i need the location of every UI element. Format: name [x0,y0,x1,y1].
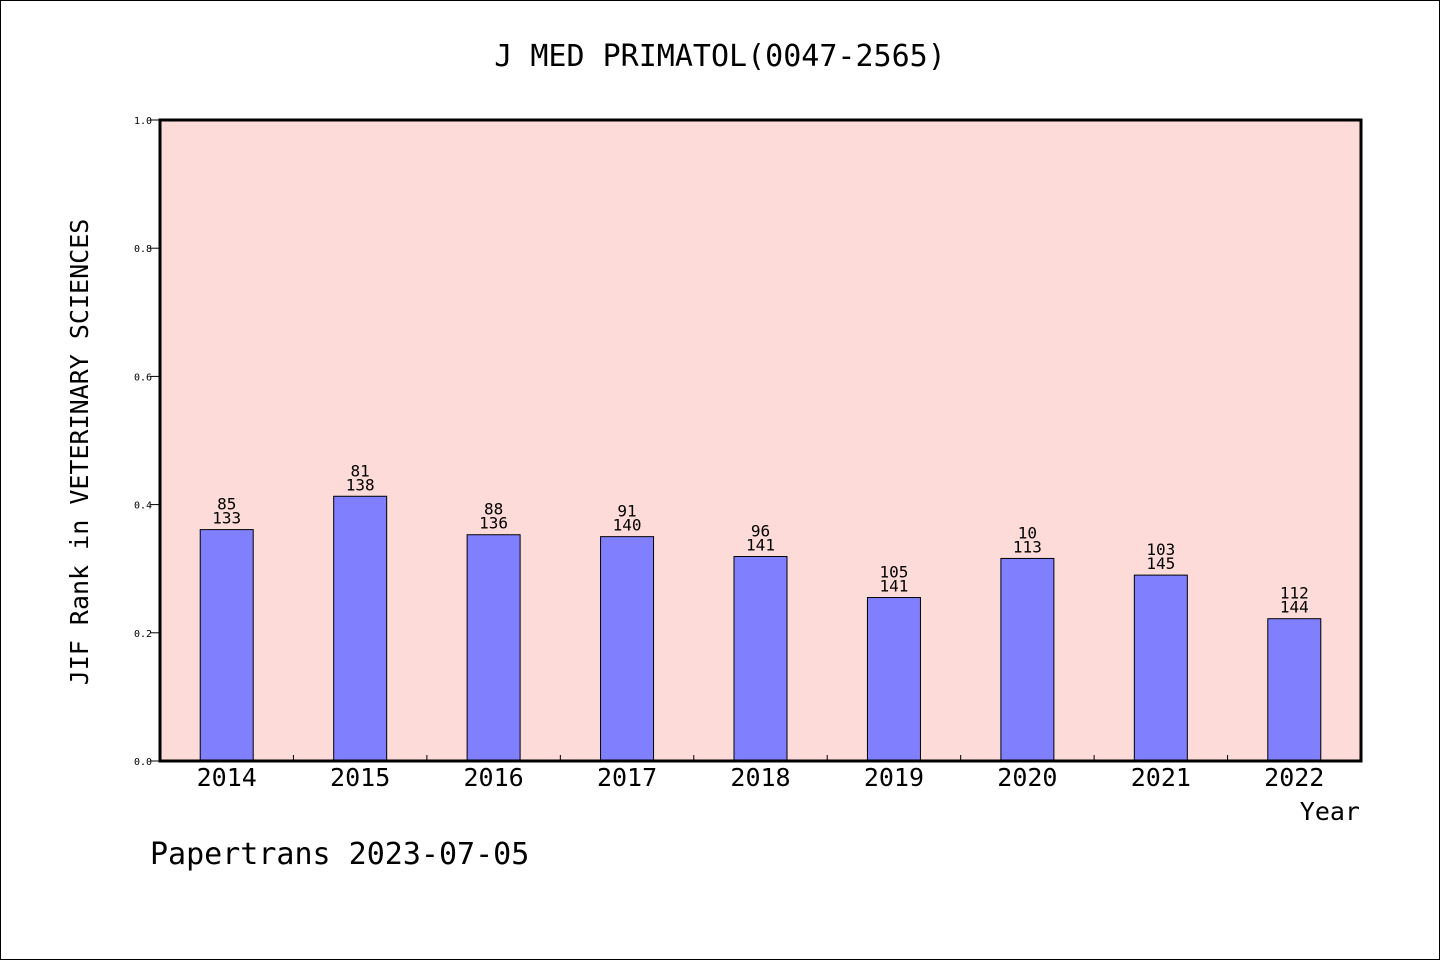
x-tick-label: 2018 [730,763,790,792]
bar-2021 [1133,574,1188,762]
rank-label: 105 [879,563,908,582]
total-label: 113 [1013,537,1042,556]
bar-2019 [866,597,921,762]
total-label: 144 [1280,598,1309,617]
y-tick-label: 0.8 [134,244,152,255]
x-axis-label: Year [1300,797,1360,826]
rank-label: 91 [617,502,636,521]
x-tick-label: 2015 [330,763,390,792]
y-tick-label: 1.0 [134,116,152,127]
y-tick-label: 0.6 [134,372,152,383]
x-tick-label: 2019 [864,763,924,792]
x-tick-label: 2016 [464,763,524,792]
bar-2017 [600,536,655,762]
bar-2022 [1267,618,1322,762]
bars [199,495,1322,762]
x-tick-label: 2021 [1131,763,1191,792]
total-label: 140 [613,516,642,535]
x-tick-label: 2014 [197,763,257,792]
bar-2015 [333,495,388,762]
y-tick-label: 0.0 [134,757,152,768]
y-tick-label: 0.4 [134,501,152,512]
bar-2018 [733,556,788,762]
rank-label: 103 [1146,540,1175,559]
x-tick-label: 2020 [997,763,1057,792]
y-tick-label: 0.2 [134,629,152,640]
y-axis-label: JIF Rank in VETERINARY SCIENCES [65,219,94,686]
rank-label: 88 [484,500,503,519]
total-label: 138 [346,475,375,494]
chart-title: J MED PRIMATOL(0047-2565) [494,39,946,74]
total-label: 141 [879,577,908,596]
footer-credit: Papertrans 2023-07-05 [150,837,529,872]
x-tick-label: 2017 [597,763,657,792]
bar-2014 [199,529,254,762]
rank-label: 85 [217,495,236,514]
rank-label: 10 [1018,523,1037,542]
bar-2016 [466,534,521,762]
bar-2020 [1000,557,1055,762]
total-label: 136 [479,514,508,533]
total-label: 145 [1146,554,1175,573]
rank-label: 96 [751,522,770,541]
total-label: 133 [212,509,241,528]
plot-border [158,118,1363,763]
y-axis: 0.0 0.2 0.4 0.6 0.8 1.0 [134,116,160,768]
rank-label: 112 [1280,584,1309,603]
rank-label: 81 [351,461,370,480]
total-label: 141 [746,536,775,555]
x-tick-label: 2022 [1264,763,1324,792]
x-axis: 2014 2015 2016 2017 2018 2019 2020 2021 2022 [197,755,1324,792]
